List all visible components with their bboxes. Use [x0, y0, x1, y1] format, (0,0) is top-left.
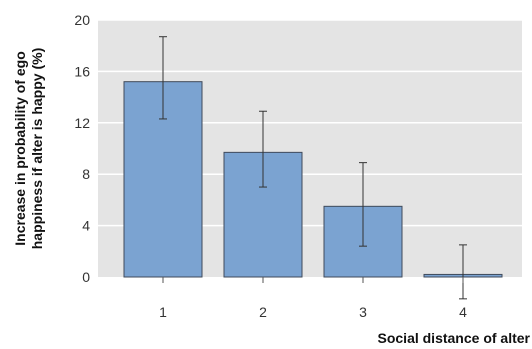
y-tick-label: 20 — [74, 12, 90, 28]
x-axis-title: Social distance of alter — [378, 330, 531, 346]
x-axis-ticks: 1 2 3 4 — [159, 277, 467, 320]
error-bar-distance-4 — [459, 244, 467, 300]
y-tick-label: 4 — [82, 218, 90, 234]
x-tick-label: 1 — [159, 304, 167, 320]
error-bar-distance-3 — [359, 162, 367, 247]
y-axis-title-line-1: Increase in probability of ego — [12, 51, 28, 245]
y-tick-label: 12 — [74, 115, 90, 131]
x-tick-label: 3 — [359, 304, 367, 320]
error-bar-distance-2 — [259, 110, 267, 188]
y-tick-label: 16 — [74, 63, 90, 79]
y-tick-label: 0 — [82, 269, 90, 285]
y-tick-label: 8 — [82, 166, 90, 182]
error-bar-distance-1 — [159, 36, 167, 120]
error-bars — [159, 36, 467, 300]
y-axis-ticks: 0 4 8 12 16 20 — [74, 12, 90, 285]
x-tick-label: 4 — [459, 304, 467, 320]
x-tick-label: 2 — [259, 304, 267, 320]
y-axis-title-line-2: happiness if alter is happy (%) — [29, 48, 45, 250]
